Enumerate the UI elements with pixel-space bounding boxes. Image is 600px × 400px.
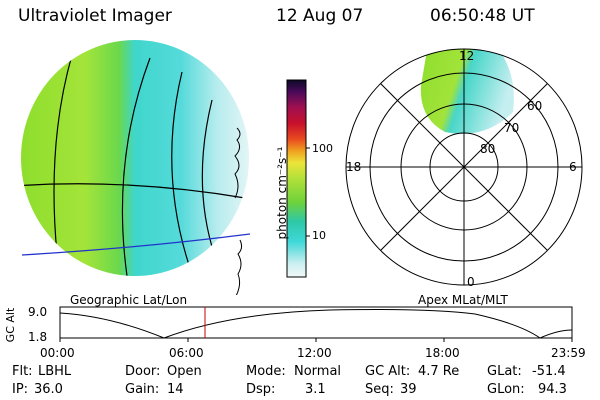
- colorbar-unit-label: photon cm⁻²s⁻¹: [275, 146, 289, 240]
- colorbar-tick-10: 10: [312, 229, 326, 242]
- glon-label: GLon:: [487, 382, 525, 397]
- dsp-value: 3.1: [305, 382, 326, 397]
- apex-caption: Apex MLat/MLT: [418, 293, 508, 307]
- glat-label: GLat:: [487, 364, 522, 379]
- date-label: 12 Aug 07: [276, 6, 364, 26]
- gcalt-value: 4.7 Re: [418, 364, 460, 379]
- lat-label-70: 70: [504, 121, 519, 135]
- coastline: [234, 127, 243, 295]
- ip-value: 36.0: [34, 382, 63, 397]
- colorbar-tick-100: 100: [312, 142, 333, 155]
- meridian-line: [171, 71, 197, 276]
- mlt-label-6: 6: [569, 160, 577, 174]
- x-tick-1200: 12:00: [297, 346, 332, 360]
- ip-label: IP:: [12, 382, 29, 397]
- y-tick-9: 9.0: [28, 305, 48, 319]
- parallel-line: [21, 183, 246, 199]
- door-value: Open: [167, 364, 202, 379]
- lat-label-60: 60: [527, 99, 542, 113]
- meridian-line: [121, 57, 151, 276]
- mode-label: Mode:: [246, 364, 286, 379]
- colorbar-gradient: [286, 79, 307, 278]
- flt-label: Flt:: [12, 364, 33, 379]
- gc-alt-curve: [59, 309, 573, 339]
- earth-disk: [21, 40, 249, 276]
- mlt-label-18: 18: [346, 160, 361, 174]
- app-title: Ultraviolet Imager: [18, 6, 172, 26]
- glat-value: -51.4: [532, 364, 566, 379]
- polar-plot: 60 70 80 12 18 6 0: [345, 48, 583, 289]
- lat-label-80: 80: [480, 142, 495, 156]
- gc-alt-axis-label: GC Alt: [4, 307, 17, 343]
- mlt-label-0: 0: [467, 275, 475, 289]
- geographic-caption: Geographic Lat/Lon: [70, 293, 188, 307]
- mode-value: Normal: [294, 364, 342, 379]
- colorbar: [286, 79, 310, 278]
- gain-value: 14: [167, 382, 184, 397]
- y-tick-1-8: 1.8: [28, 330, 48, 344]
- x-tick-0000: 00:00: [40, 346, 75, 360]
- x-tick-0600: 06:00: [169, 346, 204, 360]
- time-label: 06:50:48 UT: [430, 6, 535, 26]
- polar-diagonal: [380, 83, 548, 251]
- geographic-image: [21, 40, 251, 295]
- door-label: Door:: [125, 364, 161, 379]
- x-tick-2359: 23:59: [551, 346, 586, 360]
- longitude-line-blue: [21, 233, 251, 256]
- mlt-label-12: 12: [459, 49, 474, 63]
- gain-label: Gain:: [125, 382, 160, 397]
- x-tick-1800: 18:00: [425, 346, 460, 360]
- seq-label: Seq:: [365, 382, 394, 397]
- polar-aurora: [420, 49, 514, 134]
- dsp-label: Dsp:: [246, 382, 276, 397]
- flt-value: LBHL: [38, 364, 72, 379]
- timeline-frame: [59, 306, 573, 339]
- timeline-plot: [59, 306, 573, 342]
- seq-value: 39: [400, 382, 417, 397]
- gcalt-label: GC Alt:: [365, 364, 411, 379]
- glon-value: 94.3: [538, 382, 567, 397]
